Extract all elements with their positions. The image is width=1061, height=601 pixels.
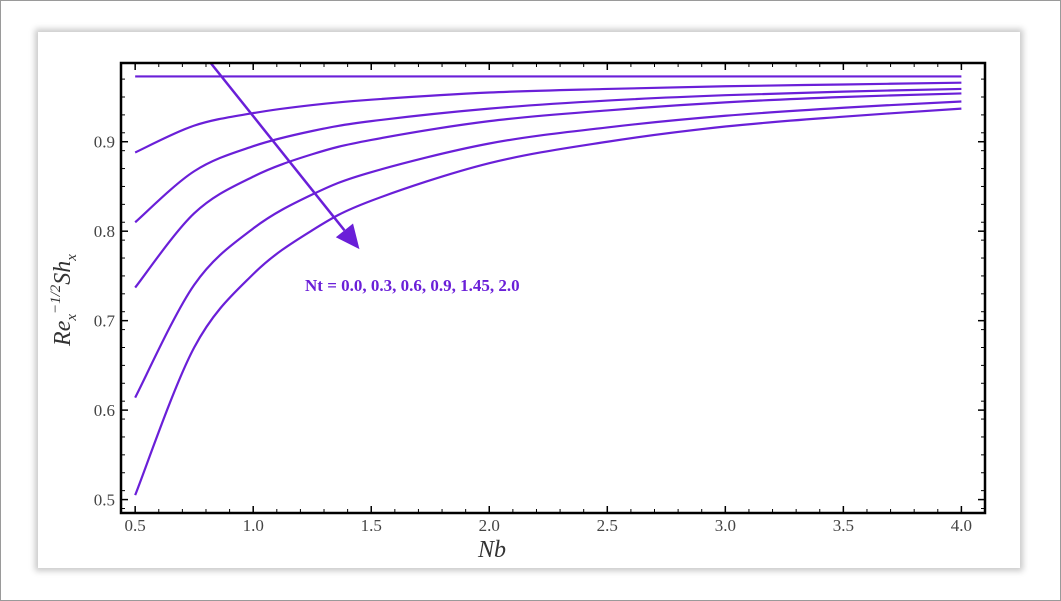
x-tick-label: 0.5 xyxy=(125,516,146,535)
arrow-shaft xyxy=(209,62,346,232)
x-tick-label: 1.5 xyxy=(361,516,382,535)
series-line-3 xyxy=(134,92,962,289)
curves xyxy=(134,75,962,496)
svg-text:Rex−1/2Shx: Rex−1/2Shx xyxy=(48,254,80,347)
y-tick-label: 0.8 xyxy=(94,222,115,241)
y-label-sup: −1/2 xyxy=(48,284,64,314)
x-axis-label: Nb xyxy=(477,537,506,563)
y-axis-label: Rex−1/2Shx xyxy=(48,254,80,347)
y-label-sub1: x xyxy=(64,314,80,322)
nt-annotation: Nt = 0.0, 0.3, 0.6, 0.9, 1.45, 2.0 xyxy=(305,276,520,295)
x-tick-label: 2.5 xyxy=(597,516,618,535)
x-tick-label: 3.0 xyxy=(715,516,736,535)
y-label-sh: Sh xyxy=(50,261,76,285)
y-tick-label: 0.5 xyxy=(94,491,115,510)
series-line-1 xyxy=(134,81,962,154)
x-tick-label: 3.5 xyxy=(833,516,854,535)
y-tick-label: 0.9 xyxy=(94,133,115,152)
figure-frame xyxy=(38,32,1020,568)
plot-frame xyxy=(119,61,987,515)
x-tick-label: 1.0 xyxy=(243,516,264,535)
x-tick-label: 4.0 xyxy=(951,516,972,535)
y-tick-label: 0.6 xyxy=(94,401,115,420)
arrow-head-icon xyxy=(335,223,360,250)
y-label-sub2: x xyxy=(64,254,80,262)
series-line-5 xyxy=(134,107,962,496)
y-tick-label: 0.7 xyxy=(94,312,116,331)
series-line-4 xyxy=(134,100,962,399)
series-line-2 xyxy=(134,87,962,224)
x-tick-label: 2.0 xyxy=(479,516,500,535)
nt-direction-arrow xyxy=(209,62,360,250)
ticks: 0.5 1.0 1.5 2.0 2.5 3.0 3.5 4.0 0.5 0.6 0.7 0.8 0.9 xyxy=(94,63,985,535)
y-label-re: Re xyxy=(50,320,76,347)
